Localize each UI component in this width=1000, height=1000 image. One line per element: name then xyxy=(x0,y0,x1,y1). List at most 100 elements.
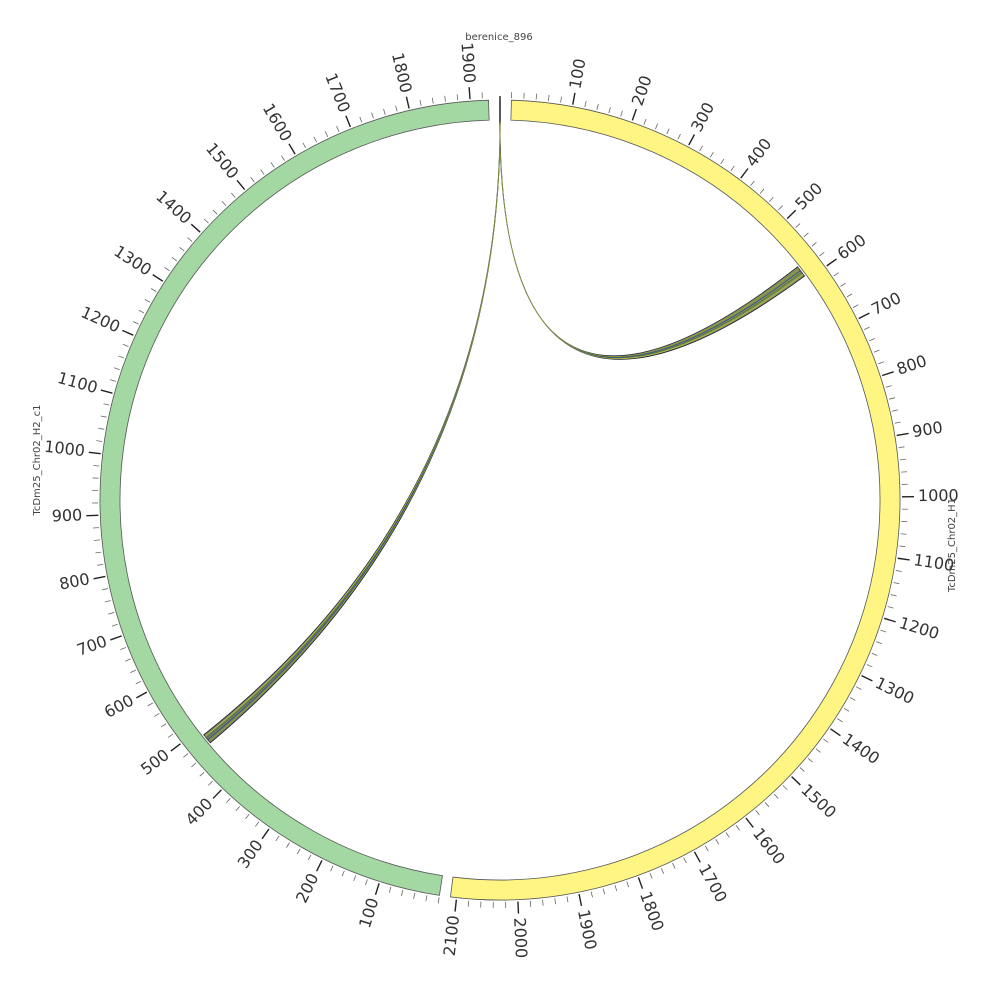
minor-tick xyxy=(649,872,653,879)
minor-tick xyxy=(245,813,250,820)
major-tick xyxy=(212,789,222,799)
minor-tick xyxy=(778,205,783,211)
major-tick xyxy=(861,675,873,682)
tick-label: 1200 xyxy=(897,613,942,643)
minor-tick xyxy=(100,415,107,418)
link-strand xyxy=(207,121,501,740)
tick-label: 700 xyxy=(74,631,109,659)
minor-tick xyxy=(769,196,774,202)
minor-tick xyxy=(873,349,880,353)
minor-tick xyxy=(837,718,843,723)
minor-tick xyxy=(97,563,104,566)
tick-label: 100 xyxy=(355,895,382,930)
tick-label: 1200 xyxy=(78,302,123,336)
minor-tick xyxy=(889,397,896,400)
tick-label: 1600 xyxy=(749,824,789,868)
minor-tick xyxy=(110,379,117,382)
minor-tick xyxy=(660,868,665,874)
tick-label: 1700 xyxy=(695,861,731,906)
minor-tick xyxy=(383,108,386,115)
tick-label: 300 xyxy=(687,99,718,135)
minor-tick xyxy=(547,94,550,101)
minor-tick xyxy=(730,165,735,172)
minor-tick xyxy=(286,842,290,848)
minor-tick xyxy=(371,112,374,119)
tick-label: 1000 xyxy=(918,486,959,505)
minor-tick xyxy=(715,839,720,845)
tick-label: 200 xyxy=(628,73,656,108)
minor-tick xyxy=(898,446,905,448)
major-tick xyxy=(883,617,896,623)
minor-tick xyxy=(456,94,459,101)
minor-tick xyxy=(590,891,593,898)
minor-tick xyxy=(125,658,131,662)
major-tick xyxy=(830,728,841,737)
minor-tick xyxy=(154,713,160,717)
major-tick xyxy=(315,860,323,872)
minor-tick xyxy=(871,652,878,656)
major-tick xyxy=(88,451,101,455)
minor-tick xyxy=(120,647,127,651)
minor-tick xyxy=(840,282,846,287)
minor-tick xyxy=(863,326,870,331)
minor-tick xyxy=(160,723,167,728)
major-tick xyxy=(897,557,910,561)
minor-tick xyxy=(843,707,850,712)
tick-label: 2000 xyxy=(510,917,531,959)
tick-label: 1600 xyxy=(259,100,296,145)
minor-tick xyxy=(425,895,428,902)
major-tick xyxy=(122,329,134,336)
minor-tick xyxy=(795,223,801,228)
tick-label: 1800 xyxy=(636,889,668,934)
minor-tick xyxy=(735,825,740,831)
tick-label: 500 xyxy=(137,745,173,779)
minor-tick xyxy=(823,738,829,743)
minor-tick xyxy=(98,427,105,430)
major-tick xyxy=(110,635,122,641)
minor-tick xyxy=(643,118,647,125)
minor-tick xyxy=(584,101,587,108)
minor-tick xyxy=(275,835,280,842)
minor-tick xyxy=(677,133,681,140)
minor-tick xyxy=(413,892,416,899)
minor-tick xyxy=(542,899,544,906)
minor-tick xyxy=(183,753,189,758)
tick-label: 1900 xyxy=(457,42,479,84)
minor-tick xyxy=(96,440,103,442)
minor-tick xyxy=(431,97,434,104)
major-tick xyxy=(740,168,749,179)
ideogram xyxy=(450,99,901,901)
minor-tick xyxy=(104,600,111,603)
minor-tick xyxy=(132,321,139,325)
minor-tick xyxy=(535,93,538,100)
minor-tick xyxy=(130,669,136,673)
tick-label: 1900 xyxy=(574,908,601,952)
minor-tick xyxy=(113,367,120,371)
link-strand xyxy=(206,121,501,739)
tick-label: 900 xyxy=(51,505,82,525)
minor-tick xyxy=(866,664,873,668)
major-tick xyxy=(631,108,637,121)
minor-tick xyxy=(250,176,255,183)
minor-tick xyxy=(444,95,446,102)
minor-tick xyxy=(365,879,368,886)
major-tick xyxy=(688,134,696,146)
minor-tick xyxy=(596,103,599,110)
minor-tick xyxy=(608,107,611,114)
tick-label: 300 xyxy=(234,836,267,872)
minor-tick xyxy=(208,780,213,786)
tick-label: 1100 xyxy=(55,368,99,397)
minor-tick xyxy=(281,155,285,161)
minor-tick xyxy=(876,641,882,645)
tick-label: 400 xyxy=(742,135,776,171)
minor-tick xyxy=(899,458,906,461)
tick-label: 800 xyxy=(894,351,929,379)
major-tick xyxy=(786,209,797,220)
tick-label: 1400 xyxy=(152,187,195,228)
minor-tick xyxy=(302,142,307,149)
minor-tick xyxy=(819,251,825,257)
minor-tick xyxy=(93,465,100,467)
minor-tick xyxy=(885,385,892,388)
minor-tick xyxy=(260,169,265,175)
minor-tick xyxy=(890,594,897,597)
